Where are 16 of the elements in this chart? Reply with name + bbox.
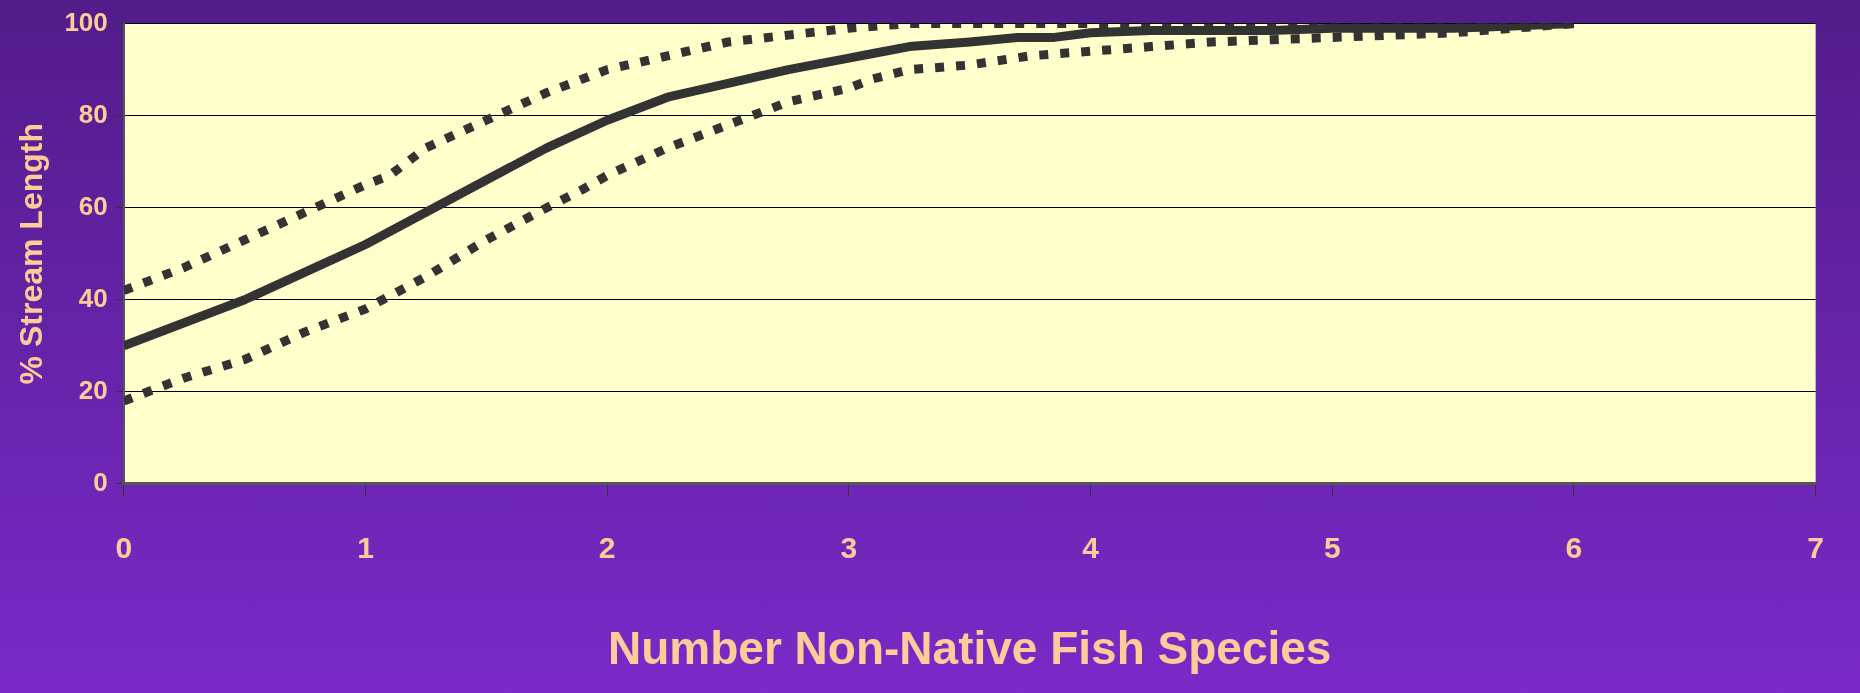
x-tick-label: 0: [115, 531, 133, 565]
x-tick-label: 7: [1807, 531, 1824, 565]
y-tick-label: 80: [78, 98, 108, 129]
x-tick-label: 2: [598, 531, 616, 565]
y-tick-label: 60: [78, 190, 108, 221]
x-tick-label: 3: [840, 531, 858, 565]
y-tick-label: 40: [78, 282, 108, 313]
x-tick-label: 4: [1082, 531, 1100, 565]
x-tick-label: 5: [1323, 531, 1341, 565]
x-axis-title: Number Non-Native Fish Species: [608, 622, 1332, 675]
y-tick-label: 20: [78, 374, 108, 405]
y-tick-label: 100: [64, 6, 108, 37]
y-axis-title: % Stream Length: [13, 123, 50, 385]
x-tick-label: 6: [1565, 531, 1583, 565]
y-tick-label: 0: [93, 466, 108, 497]
x-tick-label: 1: [357, 531, 374, 565]
